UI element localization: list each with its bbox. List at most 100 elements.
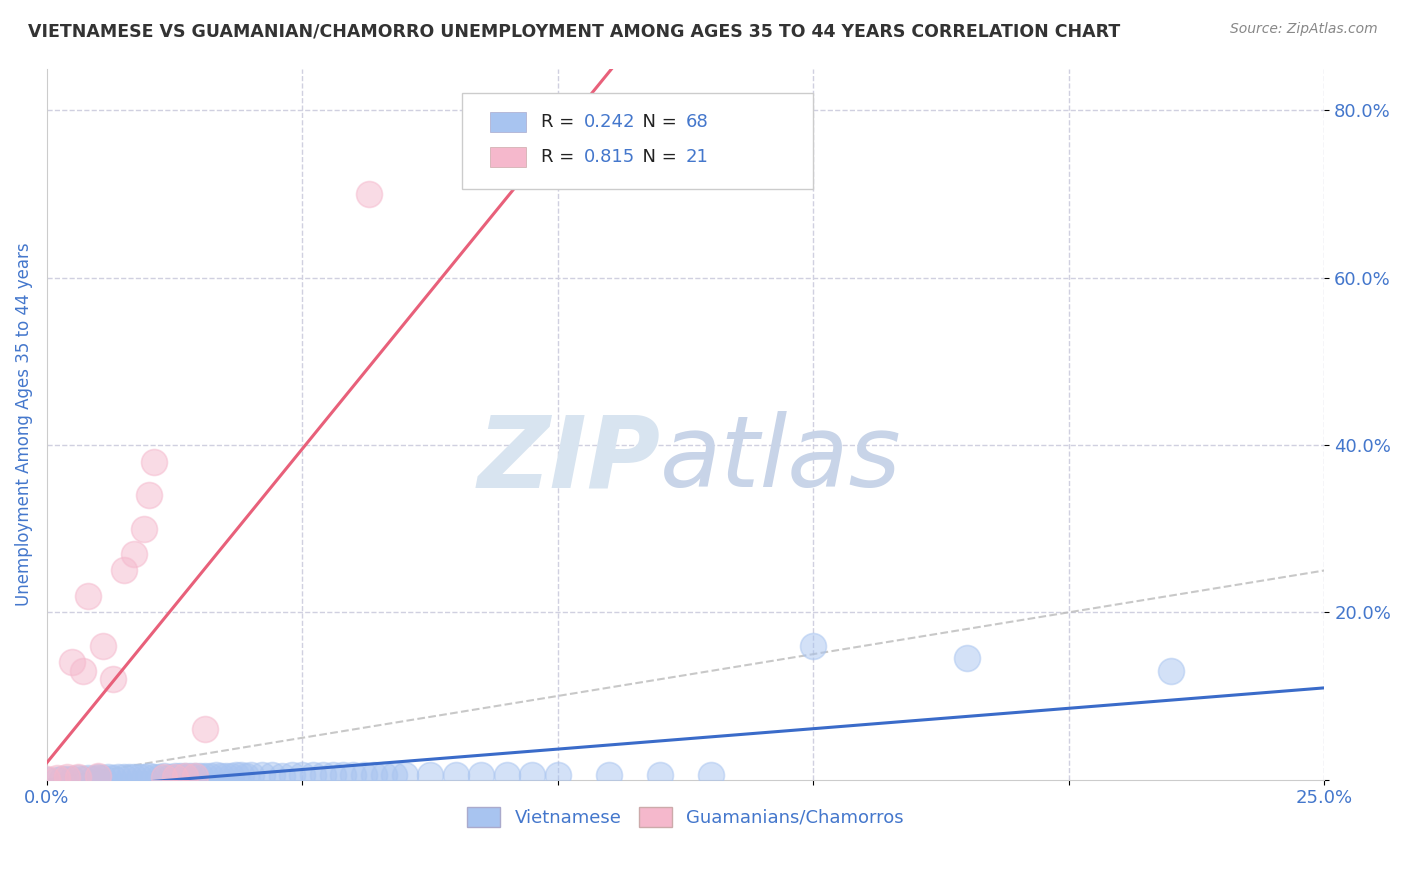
Point bbox=[229, 768, 252, 782]
Point bbox=[76, 771, 98, 785]
Text: atlas: atlas bbox=[659, 411, 901, 508]
Point bbox=[82, 772, 104, 786]
Point bbox=[215, 769, 238, 783]
Point bbox=[956, 651, 979, 665]
Point bbox=[394, 768, 416, 782]
Point bbox=[700, 768, 723, 782]
Point bbox=[97, 770, 120, 784]
Point bbox=[184, 769, 207, 783]
Text: 0.242: 0.242 bbox=[583, 113, 636, 131]
Point bbox=[250, 768, 273, 782]
Point bbox=[419, 768, 441, 782]
Text: VIETNAMESE VS GUAMANIAN/CHAMORRO UNEMPLOYMENT AMONG AGES 35 TO 44 YEARS CORRELAT: VIETNAMESE VS GUAMANIAN/CHAMORRO UNEMPLO… bbox=[28, 22, 1121, 40]
Text: N =: N = bbox=[631, 113, 682, 131]
Point bbox=[363, 768, 385, 782]
Point bbox=[194, 769, 217, 783]
Point bbox=[91, 639, 114, 653]
Point bbox=[357, 186, 380, 201]
Point bbox=[56, 770, 79, 784]
Point bbox=[332, 768, 354, 782]
Point bbox=[46, 772, 69, 787]
Point bbox=[159, 770, 181, 784]
Point bbox=[301, 768, 323, 782]
Text: Source: ZipAtlas.com: Source: ZipAtlas.com bbox=[1230, 22, 1378, 37]
Point bbox=[444, 768, 467, 782]
Point bbox=[184, 769, 207, 783]
Point bbox=[122, 770, 145, 784]
Point bbox=[163, 769, 186, 783]
Point bbox=[107, 770, 129, 784]
Point bbox=[235, 769, 257, 783]
Point bbox=[322, 768, 344, 782]
Point bbox=[240, 768, 263, 782]
Text: R =: R = bbox=[541, 148, 581, 167]
Point bbox=[72, 772, 94, 786]
Point bbox=[495, 768, 517, 782]
Point bbox=[225, 768, 247, 782]
Point bbox=[169, 769, 191, 783]
Point bbox=[51, 772, 73, 786]
Point bbox=[173, 769, 195, 783]
Point bbox=[132, 522, 155, 536]
Point bbox=[87, 771, 110, 785]
Text: N =: N = bbox=[631, 148, 682, 167]
Y-axis label: Unemployment Among Ages 35 to 44 years: Unemployment Among Ages 35 to 44 years bbox=[15, 243, 32, 606]
Point bbox=[470, 768, 492, 782]
Point bbox=[312, 768, 335, 782]
Point bbox=[62, 772, 84, 786]
Point bbox=[112, 770, 135, 784]
Point bbox=[143, 455, 166, 469]
Point bbox=[1160, 664, 1182, 678]
Point bbox=[103, 672, 125, 686]
Point bbox=[138, 488, 160, 502]
Point bbox=[598, 768, 620, 782]
Text: R =: R = bbox=[541, 113, 581, 131]
Point bbox=[547, 768, 569, 782]
Point bbox=[648, 768, 671, 782]
Point bbox=[194, 723, 217, 737]
Point bbox=[209, 769, 232, 783]
Point bbox=[260, 768, 283, 782]
Point bbox=[66, 771, 89, 785]
Point bbox=[143, 770, 166, 784]
Point bbox=[132, 770, 155, 784]
Point bbox=[373, 768, 395, 782]
Point bbox=[153, 769, 176, 783]
Point bbox=[173, 769, 195, 783]
Bar bbox=[491, 147, 526, 168]
Point bbox=[72, 664, 94, 678]
Point bbox=[204, 768, 226, 782]
Point bbox=[46, 771, 69, 785]
Point bbox=[382, 768, 405, 782]
Point bbox=[153, 770, 176, 784]
Legend: Vietnamese, Guamanians/Chamorros: Vietnamese, Guamanians/Chamorros bbox=[460, 799, 911, 835]
Point bbox=[112, 564, 135, 578]
Point bbox=[803, 639, 825, 653]
Point bbox=[62, 656, 84, 670]
Point bbox=[87, 770, 110, 784]
Point bbox=[179, 769, 201, 783]
Point bbox=[200, 769, 222, 783]
Point bbox=[353, 768, 375, 782]
Point bbox=[87, 769, 110, 783]
Point bbox=[148, 770, 170, 784]
Point bbox=[271, 769, 294, 783]
Text: 68: 68 bbox=[686, 113, 709, 131]
Point bbox=[35, 772, 58, 786]
Point bbox=[522, 768, 544, 782]
Bar bbox=[491, 112, 526, 132]
Point bbox=[163, 770, 186, 784]
Point bbox=[122, 547, 145, 561]
FancyBboxPatch shape bbox=[463, 94, 814, 189]
Point bbox=[66, 770, 89, 784]
Point bbox=[56, 772, 79, 786]
Point bbox=[76, 589, 98, 603]
Point bbox=[118, 770, 141, 784]
Point bbox=[281, 768, 304, 782]
Point bbox=[103, 771, 125, 785]
Point bbox=[138, 769, 160, 783]
Point bbox=[35, 772, 58, 787]
Text: ZIP: ZIP bbox=[477, 411, 659, 508]
Point bbox=[91, 771, 114, 785]
Point bbox=[219, 769, 242, 783]
